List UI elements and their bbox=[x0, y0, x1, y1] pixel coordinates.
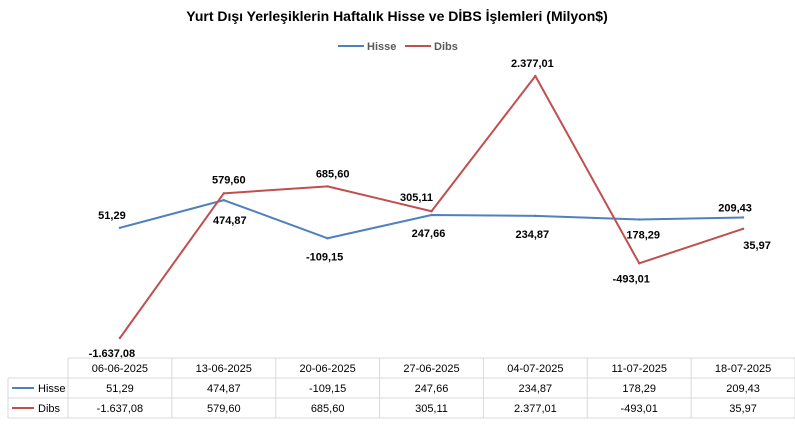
data-point-dibs bbox=[430, 210, 433, 213]
table-cell-dibs: 35,97 bbox=[729, 403, 757, 415]
table-header-cell: 13-06-2025 bbox=[196, 363, 252, 375]
table-header-cell: 18-07-2025 bbox=[715, 363, 771, 375]
table-cell-dibs: 2.377,01 bbox=[514, 403, 557, 415]
table-cell-dibs: -1.637,08 bbox=[97, 403, 143, 415]
data-point-hisse bbox=[741, 216, 745, 219]
data-label-hisse: 247,66 bbox=[412, 228, 446, 240]
data-point-hisse bbox=[326, 237, 329, 240]
table-cell-hisse: 178,29 bbox=[622, 383, 656, 395]
data-label-hisse: 474,87 bbox=[213, 215, 247, 227]
data-point-hisse bbox=[118, 226, 122, 229]
table-row-label-hisse: Hisse bbox=[38, 383, 66, 395]
table-header-cell: 27-06-2025 bbox=[403, 363, 459, 375]
table-header-cell: 06-06-2025 bbox=[92, 363, 148, 375]
data-label-hisse: 51,29 bbox=[98, 210, 126, 222]
data-label-dibs: 685,60 bbox=[316, 168, 350, 180]
data-label-dibs: 2.377,01 bbox=[511, 58, 554, 70]
data-table: 06-06-2025 13-06-2025 20-06-2025 27-06-2025… bbox=[7, 357, 795, 419]
table-header-cell: 11-07-2025 bbox=[611, 363, 666, 375]
table-cell-hisse: 247,66 bbox=[415, 383, 449, 395]
data-point-hisse bbox=[430, 213, 433, 217]
plot-area: 51,29 474,87 -109,15 247,66 234,87 178,29 209,… bbox=[89, 58, 771, 360]
table-row-label-dibs: Dibs bbox=[38, 403, 61, 415]
data-label-hisse: 209,43 bbox=[718, 202, 752, 214]
data-point-dibs bbox=[638, 262, 641, 265]
data-label-hisse: -109,15 bbox=[306, 251, 343, 263]
data-point-dibs bbox=[118, 336, 122, 340]
data-point-hisse bbox=[638, 218, 641, 221]
table-header-cell: 04-07-2025 bbox=[507, 363, 563, 375]
table-cell-hisse: 209,43 bbox=[726, 383, 760, 395]
data-label-dibs: -1.637,08 bbox=[89, 348, 135, 360]
data-label-dibs: 35,97 bbox=[743, 240, 771, 252]
data-label-hisse: 178,29 bbox=[626, 230, 660, 242]
table-cell-hisse: 474,87 bbox=[207, 383, 241, 395]
data-label-dibs: -493,01 bbox=[613, 273, 650, 285]
legend-label-dibs: Dibs bbox=[434, 41, 458, 53]
data-label-dibs: 305,11 bbox=[400, 192, 433, 204]
legend: Hisse Dibs bbox=[338, 41, 458, 53]
data-label-dibs: 579,60 bbox=[212, 174, 246, 186]
table-cell-hisse: 234,87 bbox=[519, 383, 553, 395]
data-point-dibs bbox=[741, 227, 745, 230]
data-point-dibs bbox=[534, 74, 537, 78]
table-header-cell: 20-06-2025 bbox=[300, 363, 356, 375]
table-cell-hisse: -109,15 bbox=[309, 383, 346, 395]
data-point-dibs bbox=[222, 192, 225, 195]
table-cell-dibs: -493,01 bbox=[621, 403, 658, 415]
table-cell-dibs: 685,60 bbox=[311, 403, 345, 415]
data-label-hisse: 234,87 bbox=[516, 229, 550, 241]
data-point-hisse bbox=[222, 198, 225, 202]
legend-label-hisse: Hisse bbox=[367, 41, 396, 53]
chart-title: Yurt Dışı Yerleşiklerin Haftalık Hisse v… bbox=[186, 8, 607, 24]
data-point-hisse bbox=[534, 214, 537, 218]
table-cell-dibs: 305,11 bbox=[415, 403, 448, 415]
table-cell-dibs: 579,60 bbox=[207, 403, 241, 415]
data-point-dibs bbox=[326, 185, 329, 188]
series-line-dibs bbox=[119, 75, 744, 339]
table-cell-hisse: 51,29 bbox=[106, 383, 134, 395]
